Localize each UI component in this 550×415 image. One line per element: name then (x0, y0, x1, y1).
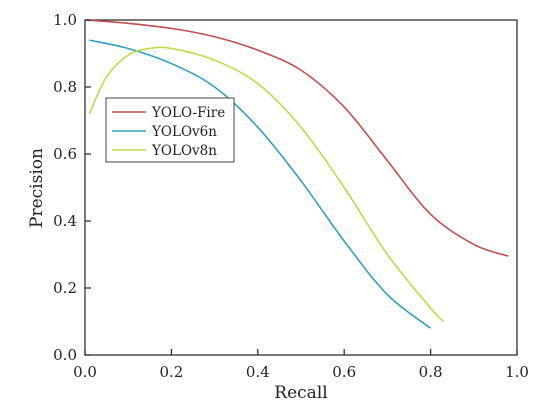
series-line-yolo-fire (84, 19, 509, 257)
series-line-yolov8n (88, 46, 445, 323)
series-line-yolov6n (89, 39, 432, 329)
x-tick-label: 1.0 (505, 363, 529, 381)
legend-label-yolo-fire: YOLO-Fire (151, 105, 225, 121)
legend-items: YOLO-Fire YOLOv6n YOLOv8n (112, 105, 225, 159)
legend: YOLO-Fire YOLOv6n YOLOv8n (105, 97, 235, 163)
legend-box (105, 97, 235, 163)
series-lines (84, 19, 509, 329)
legend-label-yolov8n: YOLOv8n (151, 143, 217, 159)
axis-ticks: 0.0 0.2 0.4 0.6 0.8 1.0 0.0 0.2 0.4 0.6 0.8 1.0 (53, 11, 529, 381)
legend-label-yolov6n: YOLOv6n (151, 124, 217, 140)
y-tick-label: 0.8 (53, 78, 77, 96)
x-tick-label: 0.6 (332, 363, 356, 381)
x-axis-title: Recall (274, 383, 327, 403)
y-tick-label: 0.0 (53, 346, 77, 364)
y-tick-label: 0.2 (53, 279, 77, 297)
y-tick-label: 0.6 (53, 145, 77, 163)
y-tick-label: 1.0 (53, 11, 77, 29)
plot-frame (84, 19, 518, 356)
y-axis-title: Precision (27, 148, 47, 228)
x-tick-label: 0.2 (159, 363, 183, 381)
x-tick-label: 0.8 (419, 363, 443, 381)
x-tick-label: 0.4 (246, 363, 270, 381)
y-tick-label: 0.4 (53, 212, 77, 230)
x-tick-label: 0.0 (73, 363, 97, 381)
